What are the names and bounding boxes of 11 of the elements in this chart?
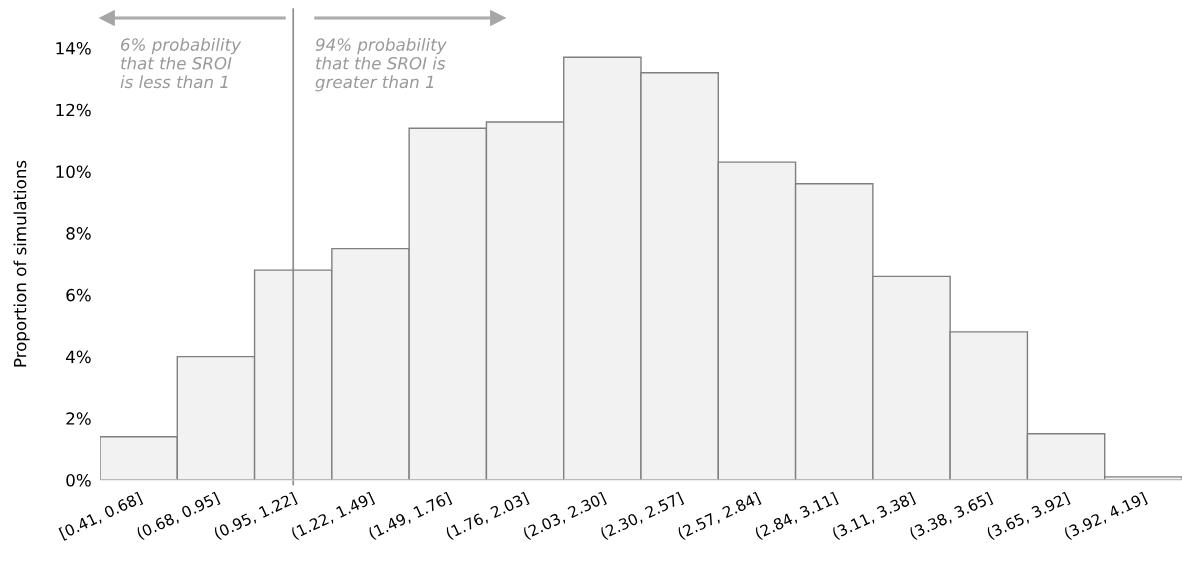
y-tick-label: 6% xyxy=(66,288,91,302)
y-tick-label: 8% xyxy=(66,227,91,240)
y-tick-label: 2% xyxy=(66,412,91,425)
y-axis-title: Proportion of simulations xyxy=(13,160,30,367)
y-tick-label: 0% xyxy=(66,473,91,487)
y-tick-label: 10% xyxy=(56,165,91,178)
annotation: 6% probability that the SROI is less than 1 xyxy=(120,38,242,89)
y-tick-label: 4% xyxy=(66,350,91,364)
y-tick-label: 12% xyxy=(56,103,91,117)
annotation: 94% probability that the SROI is greater than 1 xyxy=(315,38,447,92)
y-tick-label: 14% xyxy=(56,41,91,55)
